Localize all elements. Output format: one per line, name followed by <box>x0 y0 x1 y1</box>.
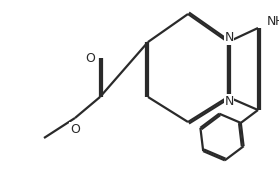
Text: O: O <box>70 123 80 136</box>
Text: NH$_2$: NH$_2$ <box>266 15 279 30</box>
Text: N: N <box>224 31 234 44</box>
Text: O: O <box>86 52 95 64</box>
Text: N: N <box>224 95 234 108</box>
